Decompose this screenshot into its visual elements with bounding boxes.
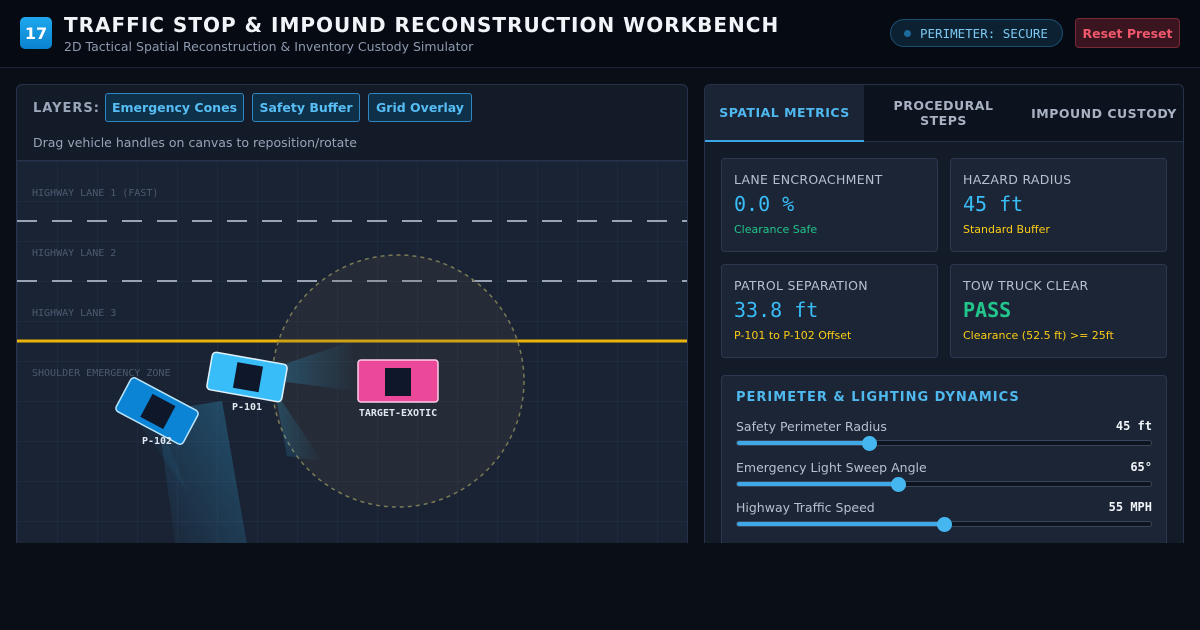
metric-card-tow-truck-clear: TOW TRUCK CLEAR PASS Clearance (52.5 ft)… [950, 264, 1167, 358]
slider-label-traffic-speed: Highway Traffic Speed [736, 500, 875, 515]
vehicle-p102[interactable] [115, 376, 200, 445]
vehicle-label-target: TARGET-EXOTIC [359, 408, 437, 419]
p102-light-sweep [137, 416, 187, 491]
lane-label-shoulder: SHOULDER EMERGENCY ZONE [32, 368, 170, 379]
status-dot-icon [904, 29, 911, 37]
slider-value-perimeter-radius: 45 ft [1115, 419, 1152, 433]
page-footer-area [0, 543, 1200, 630]
traffic-speed-slider[interactable] [736, 517, 1152, 532]
perimeter-status-text: PERIMETER: SECURE [920, 25, 1048, 41]
light-sweep-slider[interactable] [736, 477, 1152, 492]
vehicle-label-p101: P-101 [232, 402, 262, 413]
vehicle-target-exotic[interactable] [357, 359, 439, 403]
canvas-hint: Drag vehicle handles on canvas to reposi… [33, 135, 357, 150]
lane-label-1: HIGHWAY LANE 1 (FAST) [32, 188, 158, 199]
metric-card-hazard-radius: HAZARD RADIUS 45 ft Standard Buffer [950, 158, 1167, 252]
slider-thumb[interactable] [937, 517, 952, 532]
vehicle-label-p102: P-102 [142, 436, 172, 447]
slider-fill [737, 522, 944, 526]
slider-label-light-sweep: Emergency Light Sweep Angle [736, 460, 927, 475]
app-logo: 17 [20, 17, 52, 49]
metric-card-patrol-separation: PATROL SEPARATION 33.8 ft P-101 to P-102… [721, 264, 938, 358]
reconstruction-canvas[interactable]: HIGHWAY LANE 1 (FAST) HIGHWAY LANE 2 HIG… [17, 160, 687, 553]
layers-label: LAYERS: [33, 101, 100, 116]
metric-label: PATROL SEPARATION [734, 278, 868, 293]
lane-label-3: HIGHWAY LANE 3 [32, 308, 116, 319]
lane-label-2: HIGHWAY LANE 2 [32, 248, 116, 259]
slider-label-perimeter-radius: Safety Perimeter Radius [736, 419, 887, 434]
slider-fill [737, 441, 870, 445]
metric-label: TOW TRUCK CLEAR [963, 278, 1089, 293]
metric-value: 0.0 % [734, 192, 795, 216]
metric-value: PASS [963, 298, 1012, 322]
app-header: 17 TRAFFIC STOP & IMPOUND RECONSTRUCTION… [0, 0, 1200, 68]
perimeter-lighting-dynamics: PERIMETER & LIGHTING DYNAMICS Safety Per… [721, 375, 1167, 550]
p101-light-sweep [275, 391, 322, 461]
slider-fill [737, 482, 899, 486]
tab-impound-custody[interactable]: IMPOUND CUSTODY [1023, 85, 1183, 142]
metric-label: LANE ENCROACHMENT [734, 172, 883, 187]
metric-value: 45 ft [963, 192, 1024, 216]
app-subtitle: 2D Tactical Spatial Reconstruction & Inv… [64, 39, 474, 54]
metrics-panel: SPATIAL METRICS PROCEDURAL STEPS IMPOUND… [704, 84, 1184, 554]
tab-procedural-steps[interactable]: PROCEDURAL STEPS [864, 85, 1023, 142]
vehicle-p101[interactable] [206, 351, 288, 403]
emergency-cones-toggle[interactable]: Emergency Cones [105, 93, 244, 122]
tab-spatial-metrics[interactable]: SPATIAL METRICS [705, 85, 864, 142]
metric-value: 33.8 ft [734, 298, 819, 322]
metric-note: Standard Buffer [963, 223, 1050, 236]
slider-value-traffic-speed: 55 MPH [1108, 500, 1152, 514]
perimeter-radius-slider[interactable] [736, 436, 1152, 451]
canvas-svg: HIGHWAY LANE 1 (FAST) HIGHWAY LANE 2 HIG… [17, 161, 687, 553]
perimeter-status-badge: PERIMETER: SECURE [890, 19, 1063, 47]
metric-label: HAZARD RADIUS [963, 172, 1072, 187]
metric-note: Clearance Safe [734, 223, 818, 236]
metric-note: Clearance (52.5 ft) >= 25ft [963, 329, 1114, 342]
slider-thumb[interactable] [891, 477, 907, 492]
app-title: TRAFFIC STOP & IMPOUND RECONSTRUCTION WO… [64, 13, 780, 37]
metric-note: P-101 to P-102 Offset [734, 329, 852, 342]
slider-value-light-sweep: 65° [1130, 460, 1152, 474]
dynamics-title: PERIMETER & LIGHTING DYNAMICS [736, 390, 1020, 405]
slider-thumb[interactable] [862, 436, 878, 451]
grid-overlay-toggle[interactable]: Grid Overlay [368, 93, 472, 122]
safety-buffer-toggle[interactable]: Safety Buffer [252, 93, 360, 122]
metric-card-lane-encroachment: LANE ENCROACHMENT 0.0 % Clearance Safe [721, 158, 938, 252]
reconstruction-panel: LAYERS: Emergency Cones Safety Buffer Gr… [16, 84, 688, 554]
reset-preset-button[interactable]: Reset Preset [1075, 18, 1180, 48]
